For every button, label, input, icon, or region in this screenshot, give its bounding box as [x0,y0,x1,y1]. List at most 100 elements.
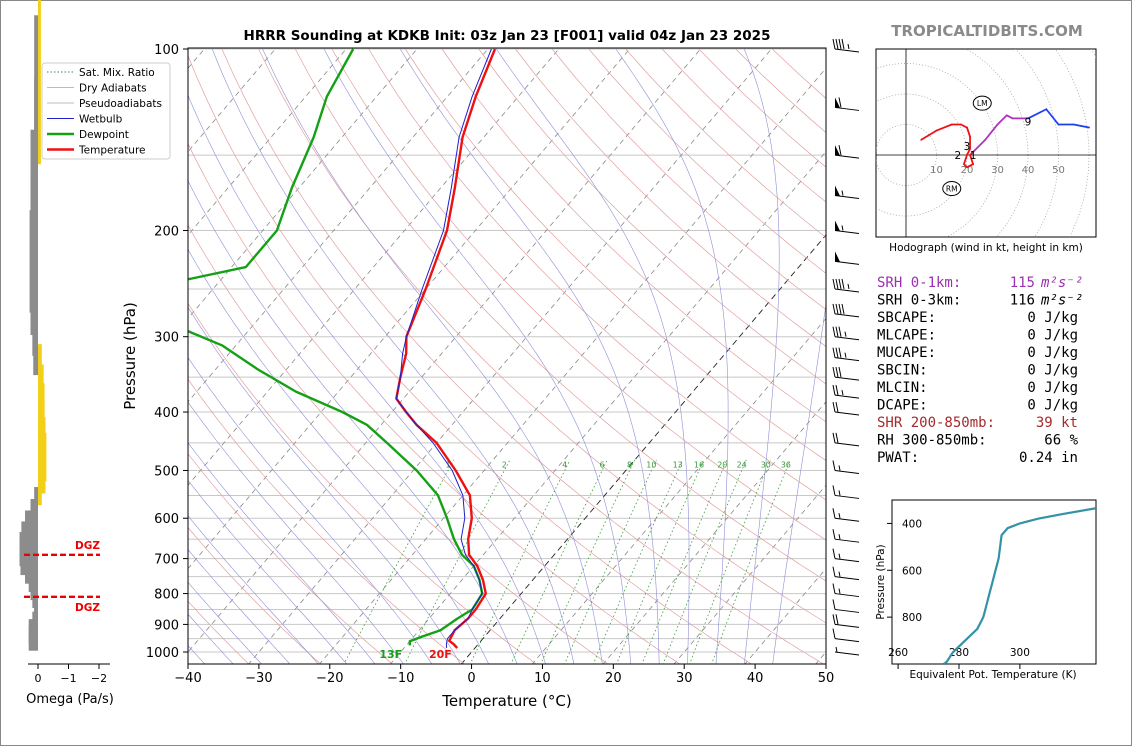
skewt-y-axis-label: Pressure (hPa) [121,302,139,410]
moist-adiabat-line [496,48,690,664]
wind-barb-half [838,490,841,496]
stat-value: 0 J/kg [1027,380,1078,396]
y-tick-label: 700 [154,553,179,568]
y-tick-label: 600 [154,512,179,527]
wind-barb [834,145,860,159]
storm-motion-label: LM [977,99,988,108]
moist-adiabat-line [188,581,262,664]
wind-barb [832,347,860,362]
mixing-ratio-label: 6 [600,460,605,469]
wind-barb [832,599,860,613]
wind-barb-full [835,326,839,337]
wind-barb [832,303,860,318]
y-tick-label: 300 [154,331,179,346]
wind-barb [834,97,860,111]
wind-barb-staff [834,195,860,200]
moist-adiabat-line [188,94,546,664]
wind-barb-half [838,553,841,559]
wind-barb-staff [834,442,860,447]
mixing-ratio-line [616,459,705,664]
dry-adiabat-line [331,48,826,541]
mixing-ratio-label: 4 [562,460,567,469]
wind-barb-staff [834,608,860,613]
x-tick-label: 30 [676,671,693,686]
wind-barb-staff [834,288,860,293]
wind-barb-full [832,614,836,625]
wind-barb-half [838,571,841,577]
dry-adiabat-line [188,600,250,664]
mixing-ratio-line [404,459,511,664]
dgz-label: DGZ [75,540,100,552]
mixing-ratio-line [641,459,728,664]
hodograph-ring-label: 40 [1022,165,1035,176]
mixing-ratio-label: 16 [694,460,704,469]
wind-barb-staff [834,336,860,341]
dry-adiabat-line [294,48,826,582]
wind-barb-staff [834,576,860,581]
wind-barb-full [832,385,836,396]
wind-barb-full [835,614,839,625]
stat-label: DCAPE: [877,398,928,414]
isotherm-line [319,67,826,664]
theta-e-x-tick-label: 260 [888,647,908,659]
omega-panel: 0 −1 −2 DGZ DGZ [19,0,110,685]
stat-value: 0 J/kg [1027,363,1078,379]
stat-label: SBCIN: [877,363,928,379]
y-tick-label: 1000 [146,646,179,661]
storm-motion-marker [972,95,992,111]
theta-e-line [943,507,1096,664]
theta-e-x-axis-label: Equivalent Pot. Temperature (K) [909,669,1076,681]
hodograph-segment [1005,114,1014,120]
dry-adiabat-line [188,142,681,664]
wind-barb [832,508,860,522]
series-line-dewpoint [188,48,484,646]
mixing-ratio-line [540,459,636,664]
wind-barb-staff [834,593,860,598]
wind-barb-full [835,347,839,358]
wind-barb-full [838,278,842,290]
dry-adiabat-line [221,48,825,664]
wind-barb-staff [834,651,860,656]
mixing-ratio-label: 10 [646,460,656,469]
wind-barb-half [847,283,850,290]
omega-bar [28,626,38,651]
stat-value: 115 [1010,275,1035,291]
hodograph-segment [969,154,974,166]
hodograph-caption: Hodograph (wind in kt, height in km) [889,242,1083,254]
moist-adiabat-line [188,549,291,664]
y-tick-label: 900 [154,618,179,633]
wind-barb-half [844,331,847,337]
wind-barb [832,278,860,293]
wind-barb-full [832,303,836,315]
hodograph-height-label: 1 [970,150,977,162]
hodograph-ring-label: 50 [1052,165,1065,176]
wind-barb-staff [834,394,860,399]
hodograph-segment [972,138,987,153]
stat-value: 116 [1010,293,1035,309]
omega-x-axis-label: Omega (Pa/s) [26,692,114,707]
wind-barb-pennant [835,145,840,156]
series-line-temperature [395,48,497,649]
omega-bar [38,0,41,165]
hodograph-segment [966,126,971,138]
wind-barb [832,485,860,499]
moist-adiabat-line [188,401,404,664]
wind-barb-half [838,513,841,519]
wind-barb-full [841,38,845,50]
hodograph-height-label: 2 [955,150,962,162]
stat-label: SRH 0-3km: [877,293,961,309]
x-tick-label: 50 [818,671,835,686]
dry-adiabat-line [478,48,826,385]
wind-barb-staff [834,623,860,628]
hodograph-plot: 10 20 30 40 50 123 9 LM RM [876,49,1096,237]
wind-barb-full [832,485,836,496]
wind-barb-full [838,145,842,156]
isotherm-line [460,234,826,664]
wind-barb-staff [834,411,860,416]
stat-label: MLCIN: [877,380,928,396]
legend-entry-label: Wetbulb [79,114,123,126]
wind-barb [832,583,860,598]
skewt-ticks: −40 −30 −20 −10 0 10 20 30 40 50 100 200 300 400 500 60… [146,43,834,686]
wind-barb-staff [834,538,860,543]
